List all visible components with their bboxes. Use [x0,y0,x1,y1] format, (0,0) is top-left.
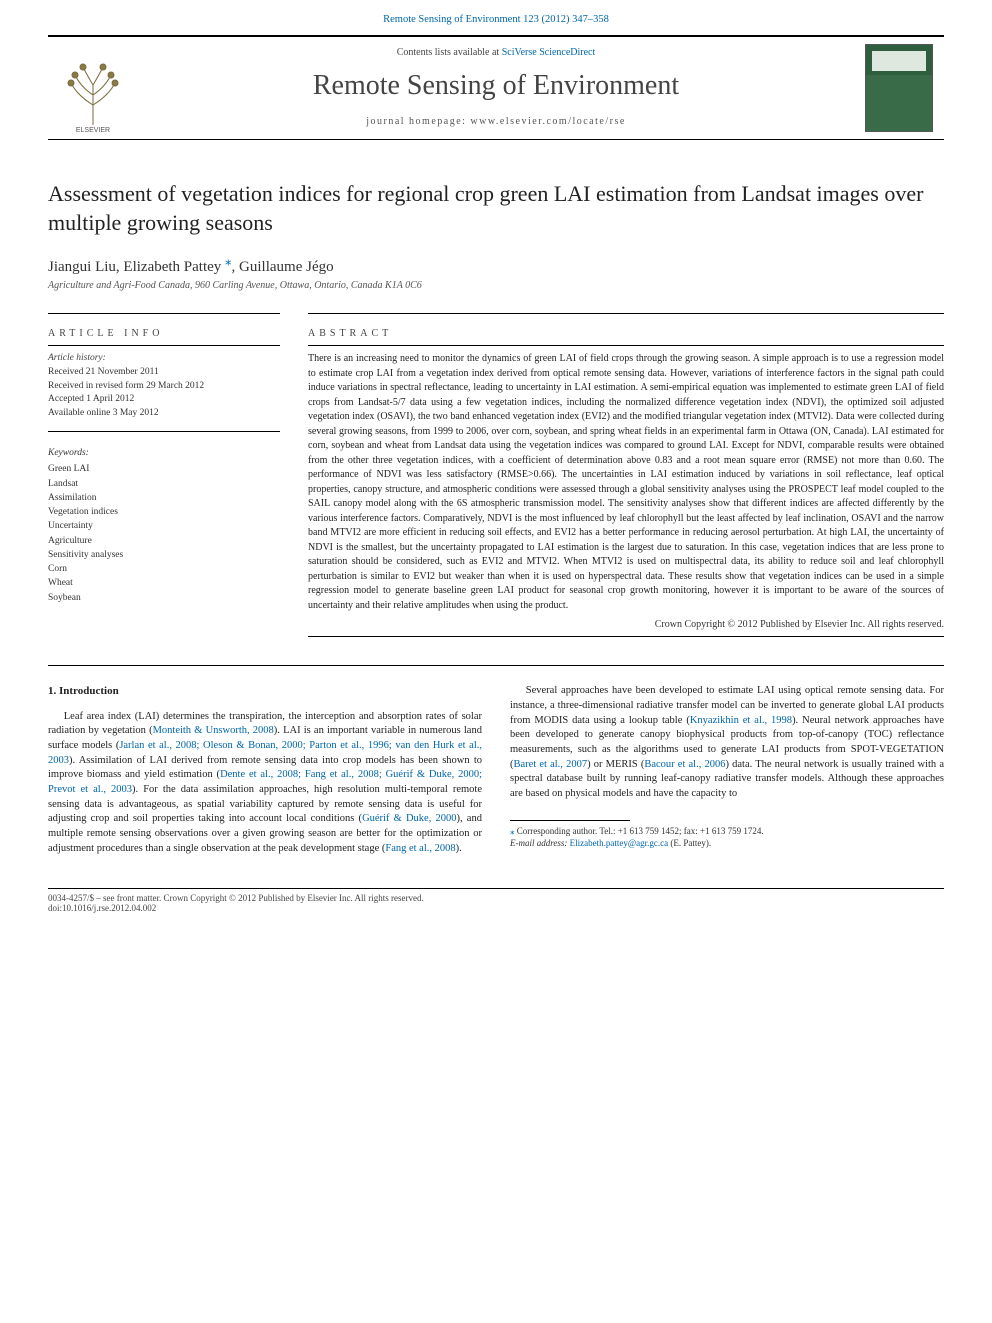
header-citation-link[interactable]: Remote Sensing of Environment 123 (2012)… [0,0,992,35]
keywords-block: Keywords: Green LAI Landsat Assimilation… [48,446,280,605]
publisher-logo-cell: ELSEVIER [48,37,138,139]
divider [48,431,280,432]
divider [308,636,944,637]
keywords-label: Keywords: [48,446,280,460]
article-body: 1. Introduction Leaf area index (LAI) de… [48,684,944,858]
footer-doi: doi:10.1016/j.rse.2012.04.002 [48,903,944,913]
keyword: Agriculture [48,536,92,546]
divider [308,345,944,346]
keyword: Wheat [48,578,73,588]
divider [308,313,944,314]
body-paragraph: Leaf area index (LAI) determines the tra… [48,710,482,857]
section-divider [48,665,944,666]
footer-copyright: 0034-4257/$ – see front matter. Crown Co… [48,893,944,903]
journal-homepage-line: journal homepage: www.elsevier.com/locat… [146,116,846,127]
citation-link[interactable]: Fang et al., 2008 [385,843,455,854]
article-history: Article history: Received 21 November 20… [48,352,280,421]
journal-cover-cell [854,37,944,139]
corresponding-mark-icon: ⁎ [510,826,515,836]
keyword: Soybean [48,593,81,603]
journal-name: Remote Sensing of Environment [146,70,846,102]
body-paragraph: Several approaches have been developed t… [510,684,944,802]
keyword: Corn [48,564,67,574]
citation-link[interactable]: Knyazikhin et al., 1998 [690,715,792,726]
footnote-divider [510,820,630,821]
journal-header: ELSEVIER Contents lists available at Sci… [48,35,944,140]
author-email-link[interactable]: Elizabeth.pattey@agr.gc.ca [570,838,669,848]
article-title: Assessment of vegetation indices for reg… [48,180,944,237]
corresponding-footnote: ⁎ Corresponding author. Tel.: +1 613 759… [510,825,944,850]
history-online: Available online 3 May 2012 [48,408,159,418]
citation-link[interactable]: Guérif & Duke, 2000 [362,813,456,824]
citation-link[interactable]: Bacour et al., 2006 [644,759,725,770]
history-accepted: Accepted 1 April 2012 [48,394,134,404]
citation-link[interactable]: Baret et al., 2007 [514,759,588,770]
keyword: Vegetation indices [48,507,118,517]
keyword: Uncertainty [48,521,93,531]
divider [48,888,944,889]
email-label: E-mail address: [510,838,570,848]
publisher-name: ELSEVIER [76,127,110,133]
article-info-heading: ARTICLE INFO [48,320,280,345]
footnote-contact: Corresponding author. Tel.: +1 613 759 1… [517,826,764,836]
history-revised: Received in revised form 29 March 2012 [48,381,204,391]
abstract-text: There is an increasing need to monitor t… [308,352,944,613]
keyword: Landsat [48,479,78,489]
abstract-copyright: Crown Copyright © 2012 Published by Else… [308,619,944,630]
contents-list-line: Contents lists available at SciVerse Sci… [146,47,846,58]
page-footer: 0034-4257/$ – see front matter. Crown Co… [0,878,992,931]
scidirect-link[interactable]: SciVerse ScienceDirect [502,47,596,58]
keyword: Assimilation [48,493,97,503]
elsevier-logo-icon: ELSEVIER [57,55,129,133]
history-received: Received 21 November 2011 [48,367,159,377]
author-list: Jiangui Liu, Elizabeth Pattey ⁎, Guillau… [48,253,944,276]
history-label: Article history: [48,353,106,363]
keyword: Sensitivity analyses [48,550,123,560]
divider [48,345,280,346]
abstract-heading: ABSTRACT [308,320,944,345]
journal-cover-thumb [865,44,933,132]
divider [48,313,280,314]
keyword: Green LAI [48,464,89,474]
section-heading-intro: 1. Introduction [48,684,482,699]
affiliation: Agriculture and Agri-Food Canada, 960 Ca… [48,280,944,291]
citation-text[interactable]: Remote Sensing of Environment 123 (2012)… [383,14,609,25]
citation-link[interactable]: Monteith & Unsworth, 2008 [153,725,274,736]
